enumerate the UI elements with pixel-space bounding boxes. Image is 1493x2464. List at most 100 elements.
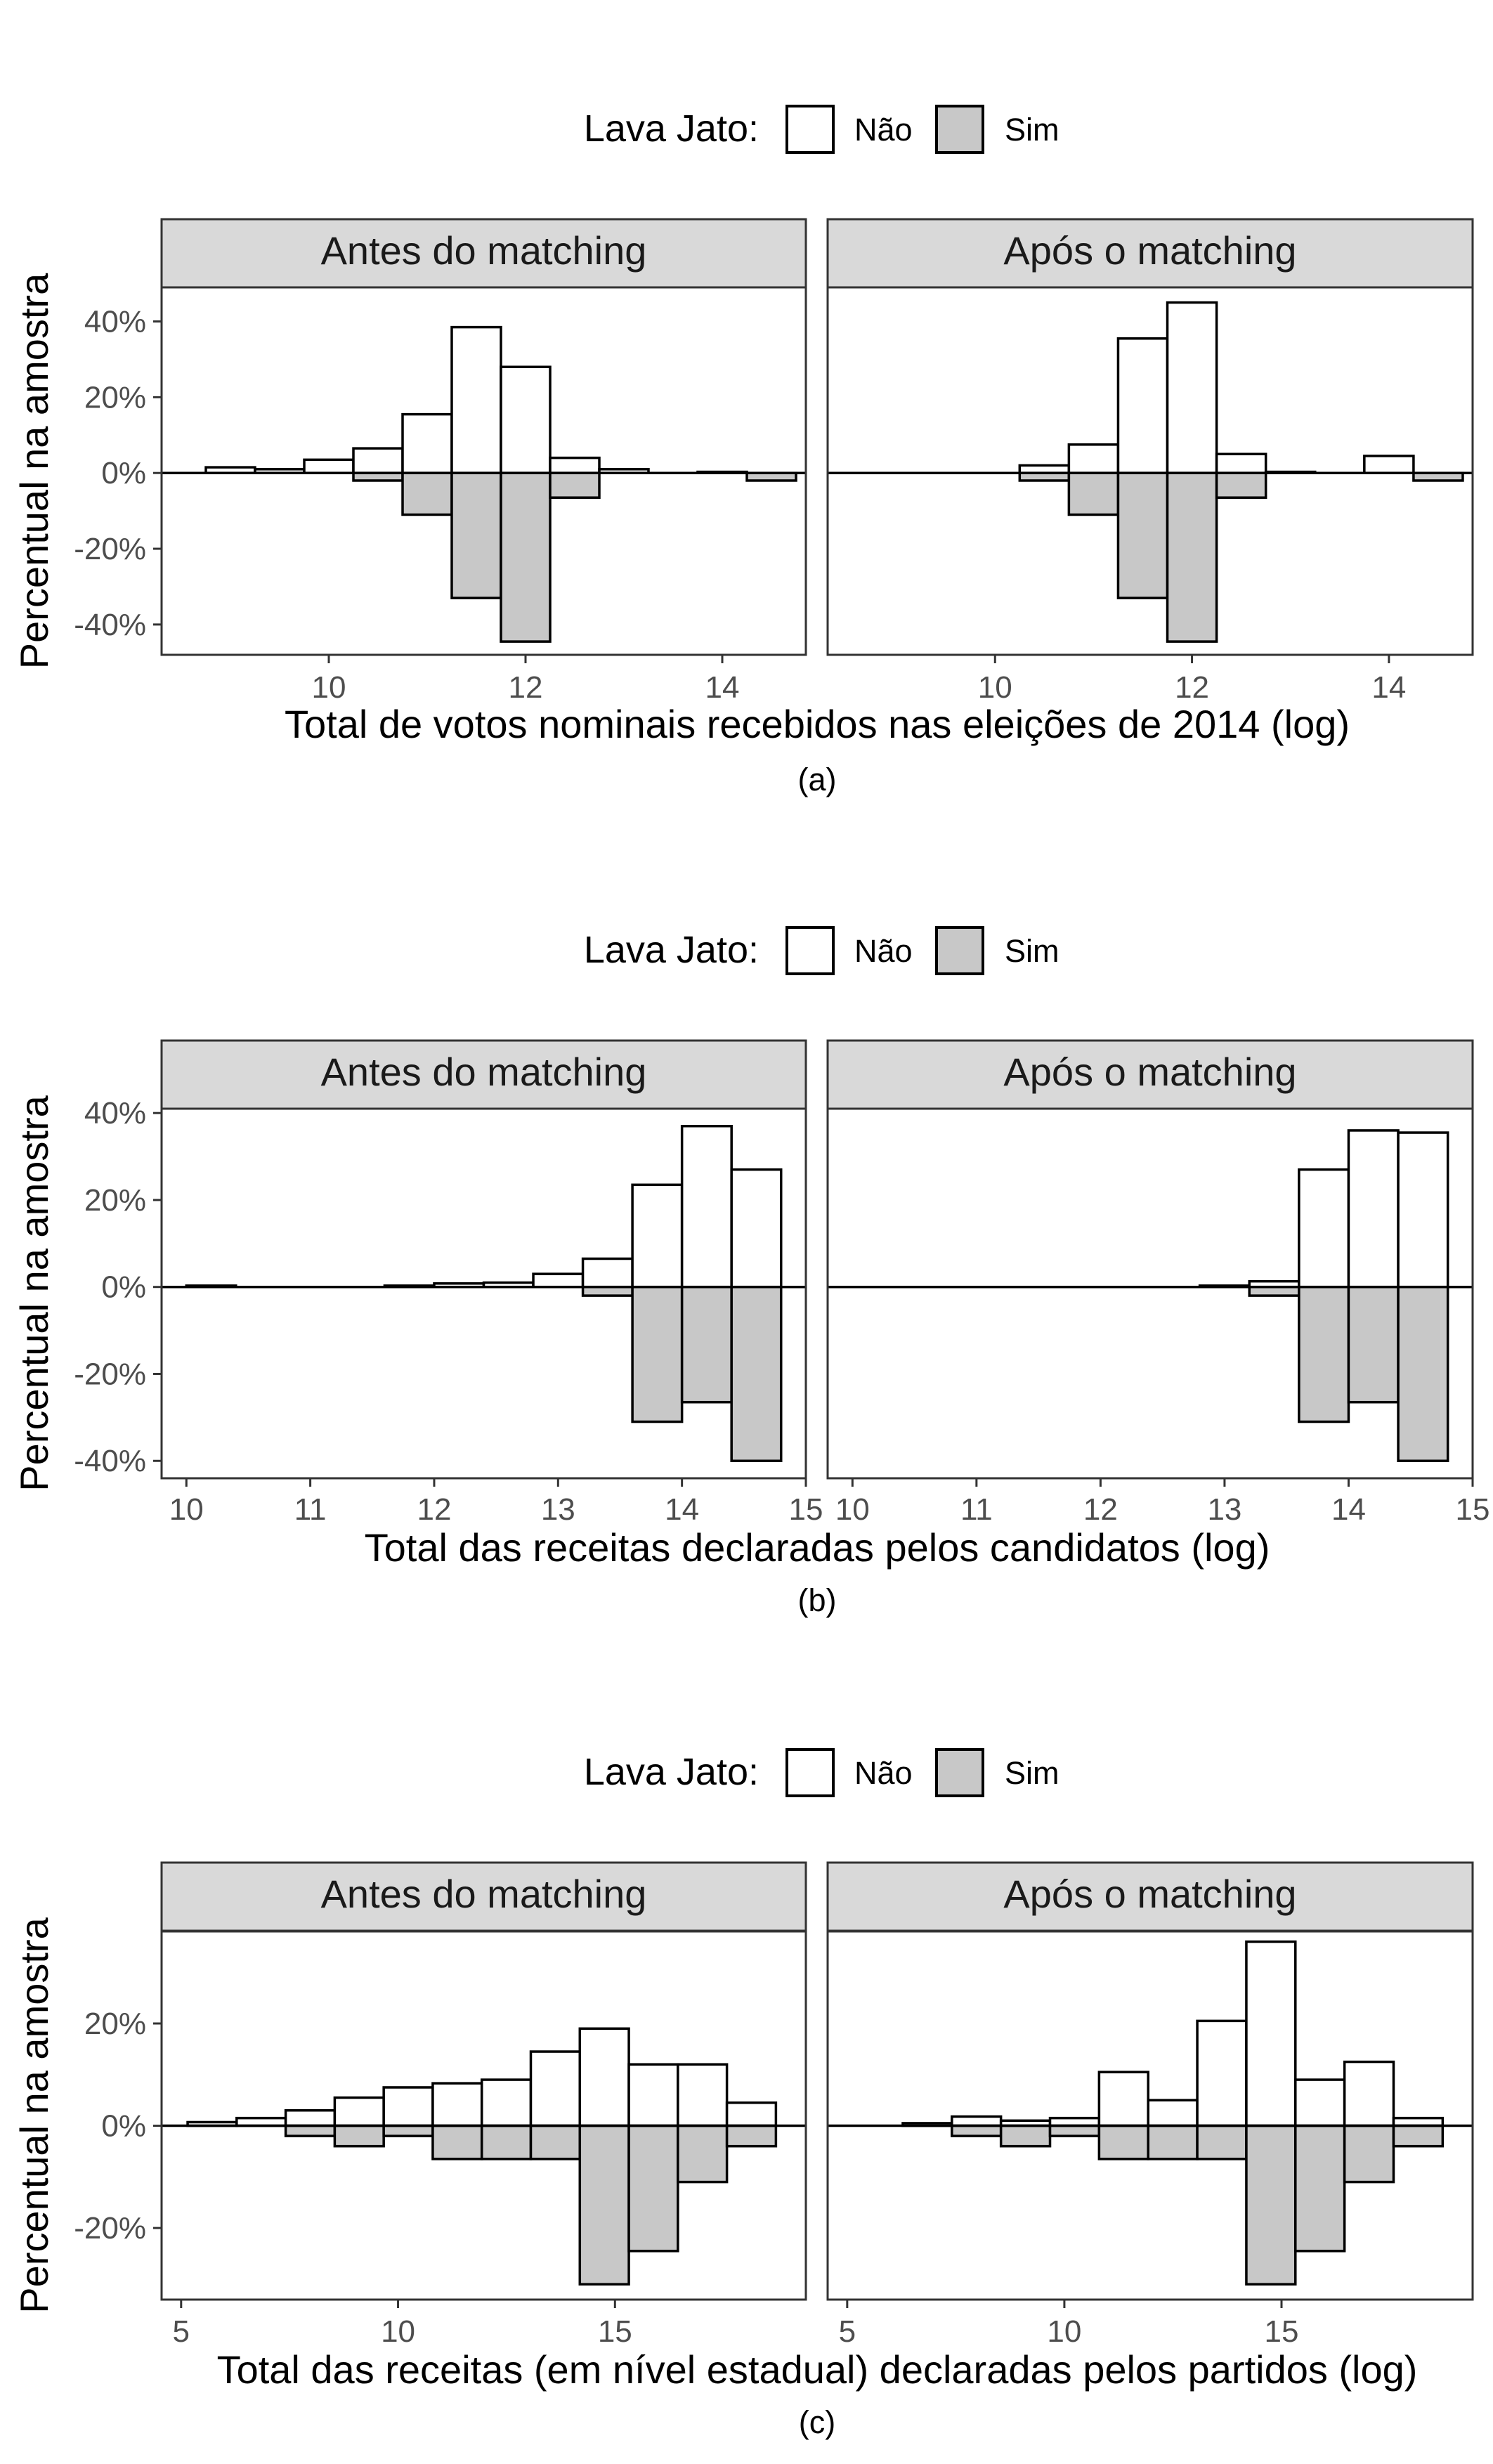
bar-sim-11 xyxy=(1392,2124,1445,2148)
x-tick-label: 14 xyxy=(1331,1492,1366,1527)
bar-nao-11 xyxy=(1397,1131,1449,1289)
bar-nao-2 xyxy=(284,2108,337,2127)
bar-sim-6 xyxy=(500,471,552,643)
panel-antes: Antes do matching 10 12 14 40% 20% 0% -20% -40% xyxy=(74,218,807,705)
bar-nao-9 xyxy=(631,1183,684,1289)
bar-sim-10 xyxy=(1347,1285,1400,1404)
panel-border xyxy=(160,1930,807,2301)
figure-caption: (c) xyxy=(799,2404,835,2440)
bar-sim-8 xyxy=(1245,2124,1297,2286)
bar-sim-10 xyxy=(1343,2124,1395,2184)
panel-antes: Antes do matching 10 11 12 13 14 15 40% 20% 0% -20… xyxy=(74,1039,823,1527)
y-tick-label: 40% xyxy=(84,305,146,339)
legend-swatch-nao xyxy=(785,926,835,975)
y-tick-label: 20% xyxy=(84,2007,146,2041)
panel-border xyxy=(826,1930,1474,2301)
x-tick-label: 14 xyxy=(1371,670,1406,705)
x-axis-title: Total das receitas (em nível estadual) d… xyxy=(217,2347,1418,2392)
bar-sim-10 xyxy=(677,2124,729,2184)
panel-title: Antes do matching xyxy=(321,1050,647,1094)
panel-antes: Antes do matching 5 10 15 20% 0% -20% xyxy=(74,1861,807,2349)
y-tick-label: 0% xyxy=(101,456,146,490)
x-tick-label: 11 xyxy=(294,1492,327,1527)
bar-sim-11 xyxy=(725,2124,778,2148)
x-tick-label: 12 xyxy=(1175,670,1209,705)
bar-sim-5 xyxy=(1116,471,1169,599)
panel-border xyxy=(160,1107,807,1480)
bars xyxy=(901,1940,1445,2286)
bar-nao-10 xyxy=(677,2063,729,2127)
x-tick-label: 10 xyxy=(169,1492,204,1527)
bar-sim-4 xyxy=(1048,2124,1101,2137)
x-tick-label: 5 xyxy=(839,2314,856,2349)
bar-sim-5 xyxy=(450,471,502,599)
y-tick-label: 20% xyxy=(84,1183,146,1218)
figure-caption: (a) xyxy=(798,762,837,797)
panel-border xyxy=(826,286,1474,656)
bar-sim-7 xyxy=(1196,2124,1248,2160)
y-tick-label: -40% xyxy=(74,608,146,642)
legend: Lava Jato: Não Sim xyxy=(584,1748,1060,1797)
bar-nao-11 xyxy=(730,1168,783,1289)
bar-sim-7 xyxy=(1215,471,1267,499)
bar-sim-3 xyxy=(333,2124,385,2148)
y-tick-label: 0% xyxy=(101,1270,146,1305)
bar-nao-9 xyxy=(1298,1168,1350,1289)
bar-nao-8 xyxy=(578,2027,630,2127)
bar-sim-5 xyxy=(1097,2124,1149,2160)
panel-title: Após o matching xyxy=(1003,1872,1296,1916)
bar-sim-10 xyxy=(680,1285,733,1404)
legend-label-sim: Sim xyxy=(1005,1755,1060,1791)
bar-nao-10 xyxy=(1343,2060,1395,2127)
strip-background xyxy=(826,1861,1474,1932)
bar-nao-5 xyxy=(450,325,502,474)
legend-swatch-sim xyxy=(935,926,984,975)
legend-swatch-nao xyxy=(785,105,835,154)
x-tick-label: 13 xyxy=(1207,1492,1241,1527)
bar-sim-6 xyxy=(1147,2124,1199,2160)
bar-sim-7 xyxy=(549,471,601,499)
y-tick-label: 0% xyxy=(101,2109,146,2144)
chart-c: Lava Jato: Não Sim Antes do matching 5 10 15 20… xyxy=(12,1748,1474,2440)
y-tick-label: -20% xyxy=(74,532,146,566)
x-tick-label: 11 xyxy=(960,1492,993,1527)
chart-a: Lava Jato: Não Sim Antes do matching 10 12 14 4… xyxy=(12,105,1474,797)
bar-sim-5 xyxy=(431,2124,483,2160)
legend-title: Lava Jato: xyxy=(584,1751,759,1793)
bar-nao-6 xyxy=(480,2078,533,2127)
bar-nao-8 xyxy=(1245,1940,1297,2127)
panel-apos: Após o matching 10 11 12 13 14 15 xyxy=(826,1039,1489,1527)
y-axis-title: Percentual na amostra xyxy=(12,1095,56,1491)
bar-nao-4 xyxy=(401,412,453,474)
legend-label-nao: Não xyxy=(854,1755,913,1791)
legend-label-nao: Não xyxy=(854,933,913,969)
panel-apos: Após o matching 5 10 15 xyxy=(826,1861,1474,2349)
panel-title: Após o matching xyxy=(1003,228,1296,273)
bar-nao-10 xyxy=(680,1125,733,1289)
x-tick-label: 5 xyxy=(173,2314,190,2349)
bar-sim-4 xyxy=(1067,471,1120,516)
bar-nao-5 xyxy=(1097,2071,1149,2127)
bar-sim-6 xyxy=(1166,471,1218,643)
bar-nao-7 xyxy=(1196,2019,1248,2127)
x-tick-label: 12 xyxy=(417,1492,451,1527)
bar-sim-3 xyxy=(999,2124,1052,2148)
panel-title: Antes do matching xyxy=(321,228,647,273)
panel-border xyxy=(160,286,807,656)
bar-nao-7 xyxy=(1215,452,1267,474)
legend-title: Lava Jato: xyxy=(584,929,759,971)
bar-sim-2 xyxy=(951,2124,1003,2137)
legend-title: Lava Jato: xyxy=(584,107,759,150)
legend-swatch-sim xyxy=(935,1748,984,1797)
bar-nao-10 xyxy=(1347,1129,1400,1289)
x-tick-label: 10 xyxy=(978,670,1012,705)
x-tick-label: 14 xyxy=(665,1492,699,1527)
strip-background xyxy=(160,218,807,289)
legend: Lava Jato: Não Sim xyxy=(584,105,1060,154)
x-tick-label: 10 xyxy=(1047,2314,1081,2349)
bar-nao-9 xyxy=(627,2063,679,2127)
x-tick-label: 10 xyxy=(835,1492,870,1527)
bar-nao-7 xyxy=(529,2050,582,2127)
y-tick-label: -40% xyxy=(74,1444,146,1478)
y-axis-title: Percentual na amostra xyxy=(12,1917,56,2313)
